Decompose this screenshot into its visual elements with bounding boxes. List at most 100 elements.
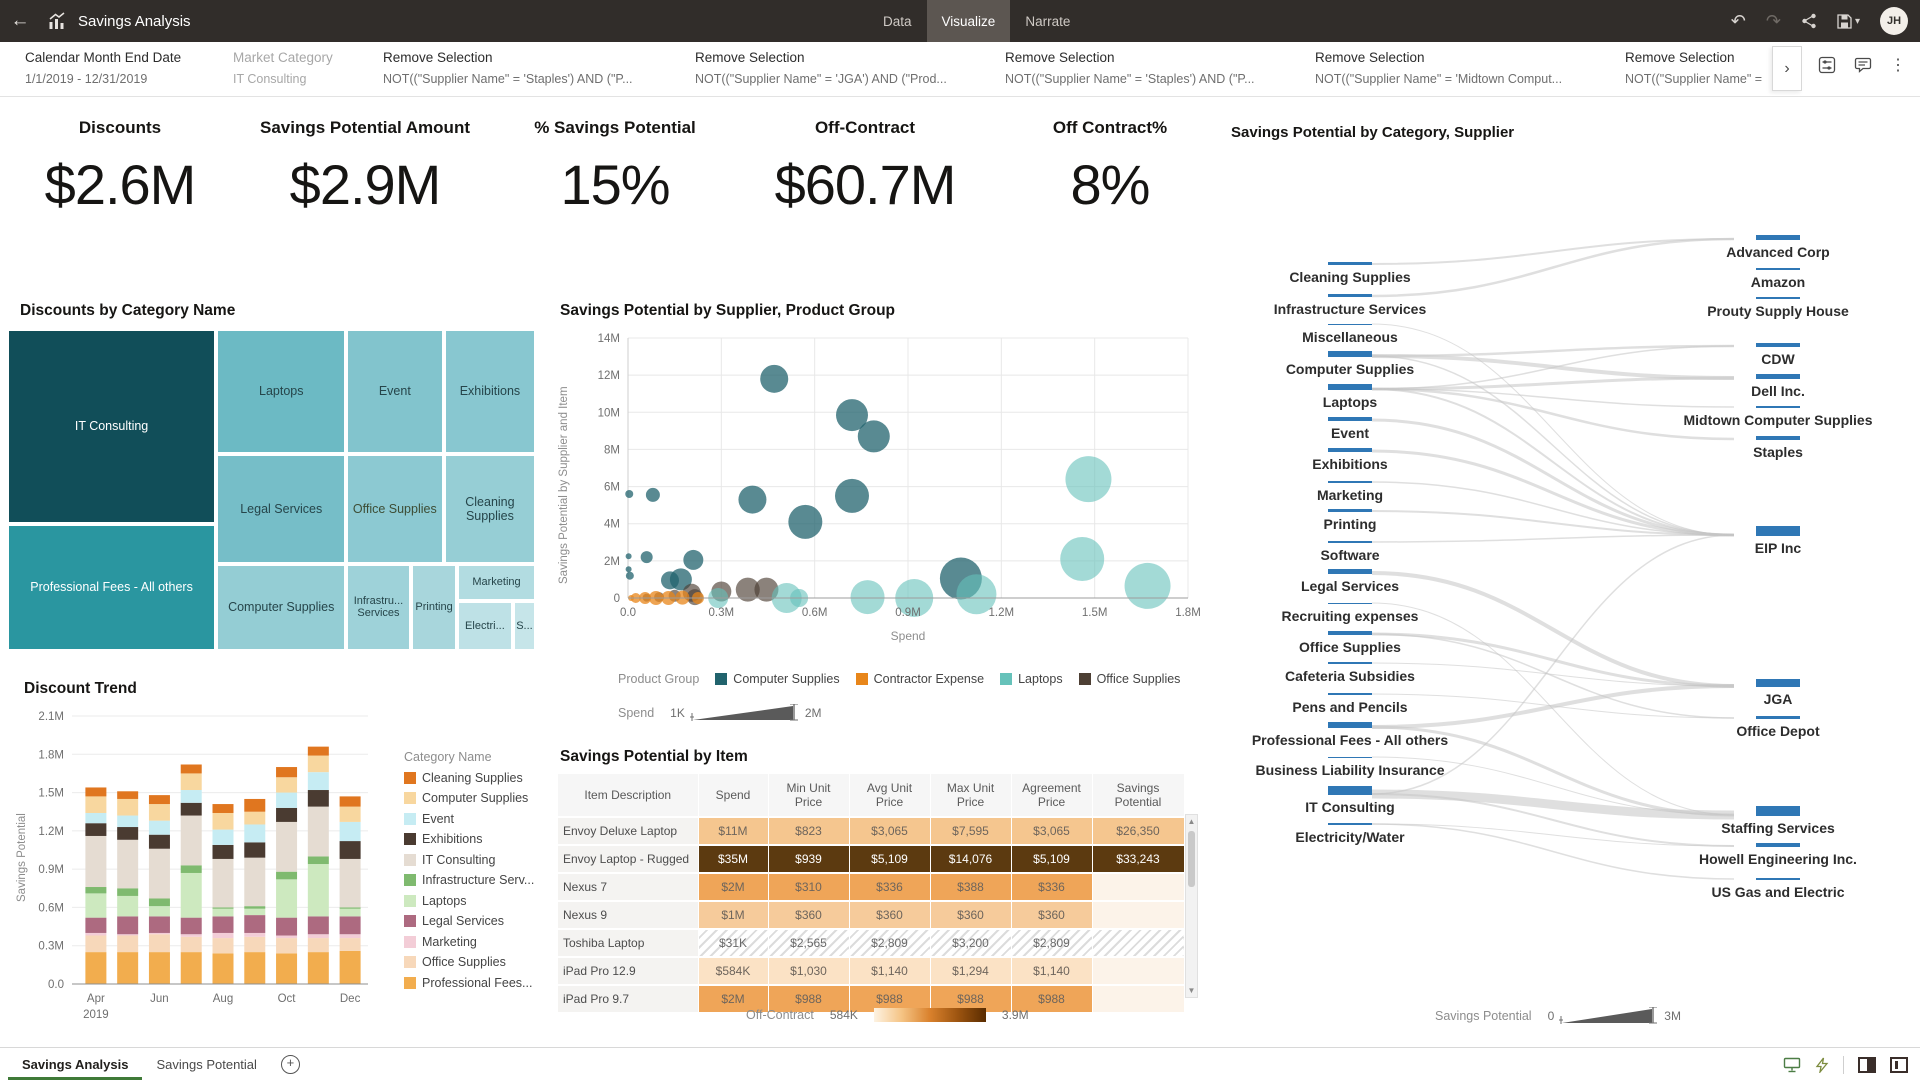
treemap-cell[interactable]: Office Supplies xyxy=(346,455,443,564)
bar-segment[interactable] xyxy=(307,864,329,917)
bar-segment[interactable] xyxy=(85,952,107,984)
bar-segment[interactable] xyxy=(276,938,298,954)
sankey-node-bar[interactable] xyxy=(1756,679,1800,687)
bar-segment[interactable] xyxy=(212,829,234,845)
sankey-node-label[interactable]: Electricity/Water xyxy=(1295,829,1405,845)
bar-segment[interactable] xyxy=(180,815,202,866)
sankey-node-label[interactable]: Professional Fees - All others xyxy=(1251,732,1449,748)
bar-segment[interactable] xyxy=(339,858,361,908)
bubble-point[interactable] xyxy=(1124,562,1171,609)
sankey-node-label[interactable]: Amazon xyxy=(1750,274,1806,290)
sankey-node-label[interactable]: Miscellaneous xyxy=(1302,329,1398,345)
sankey-link[interactable] xyxy=(1371,418,1735,537)
sankey-link[interactable] xyxy=(1371,387,1735,441)
sankey-link[interactable] xyxy=(1371,355,1735,536)
value-cell[interactable]: $11M xyxy=(698,817,769,846)
value-cell[interactable]: $360 xyxy=(1011,901,1093,930)
sankey-node-bar[interactable] xyxy=(1756,436,1800,440)
bar-segment[interactable] xyxy=(117,827,139,840)
bar-segment[interactable] xyxy=(85,812,107,824)
bubble-point[interactable] xyxy=(857,420,890,453)
bar-segment[interactable] xyxy=(276,879,298,918)
sankey-node-bar[interactable] xyxy=(1756,235,1800,240)
treemap-cell[interactable]: Exhibitions xyxy=(444,330,535,453)
treemap-cell[interactable]: Marketing xyxy=(458,564,535,600)
sankey-link[interactable] xyxy=(1371,376,1735,391)
bar-segment[interactable] xyxy=(276,821,298,872)
sankey-node-label[interactable]: Howell Engineering Inc. xyxy=(1699,851,1857,867)
bar-segment[interactable] xyxy=(307,746,329,756)
sankey-link[interactable] xyxy=(1371,237,1735,298)
sankey-node-bar[interactable] xyxy=(1328,541,1372,543)
bar-segment[interactable] xyxy=(244,908,266,916)
bar-segment[interactable] xyxy=(117,916,139,935)
bar-segment[interactable] xyxy=(307,934,329,939)
bubble-point[interactable] xyxy=(956,574,997,615)
sankey-node-label[interactable]: IT Consulting xyxy=(1305,799,1395,815)
auto-insights-icon[interactable] xyxy=(1815,1057,1829,1073)
value-cell[interactable]: $5,109 xyxy=(849,845,931,874)
bar-segment[interactable] xyxy=(276,792,298,808)
column-header[interactable]: Avg Unit Price xyxy=(849,774,931,818)
bar-segment[interactable] xyxy=(276,871,298,880)
item-description-cell[interactable]: Toshiba Laptop xyxy=(558,929,699,958)
sankey-node-label[interactable]: US Gas and Electric xyxy=(1711,884,1845,900)
sankey-node-label[interactable]: Computer Supplies xyxy=(1285,361,1415,377)
legend-item[interactable]: Office Supplies xyxy=(404,955,534,969)
bar-segment[interactable] xyxy=(180,865,202,873)
bar-segment[interactable] xyxy=(307,790,329,807)
bar-segment[interactable] xyxy=(180,917,202,935)
bar-segment[interactable] xyxy=(212,844,234,859)
bar-segment[interactable] xyxy=(180,790,202,803)
value-cell[interactable]: $360 xyxy=(930,901,1012,930)
sankey-node-bar[interactable] xyxy=(1756,526,1800,536)
sankey-node-label[interactable]: Event xyxy=(1330,425,1370,441)
sankey-node-bar[interactable] xyxy=(1328,631,1372,635)
legend-item[interactable]: Infrastructure Serv... xyxy=(404,873,534,887)
sankey-node-bar[interactable] xyxy=(1756,297,1800,299)
sankey-node-label[interactable]: Prouty Supply House xyxy=(1707,303,1849,319)
bubble-point[interactable] xyxy=(738,485,767,514)
value-cell[interactable]: $7,595 xyxy=(930,817,1012,846)
sankey-node-label[interactable]: Dell Inc. xyxy=(1751,383,1805,399)
value-cell[interactable]: $31K xyxy=(698,929,769,958)
bar-segment[interactable] xyxy=(85,787,107,797)
bar-segment[interactable] xyxy=(212,804,234,813)
bar-segment[interactable] xyxy=(212,916,234,933)
sankey-link[interactable] xyxy=(1371,633,1735,719)
bar-segment[interactable] xyxy=(212,932,234,939)
scrollbar-thumb[interactable] xyxy=(1188,831,1195,887)
filter-chip[interactable]: Remove Selection NOT(("Supplier Name" = '… xyxy=(1005,50,1305,86)
bar-segment[interactable] xyxy=(307,856,329,865)
sankey-node-label[interactable]: Infrastructure Services xyxy=(1273,301,1427,317)
sankey-node-bar[interactable] xyxy=(1756,268,1800,270)
bubble-point[interactable] xyxy=(669,568,692,591)
bar-segment[interactable] xyxy=(148,820,170,835)
bar-segment[interactable] xyxy=(148,906,170,917)
treemap-cell[interactable]: IT Consulting xyxy=(8,330,216,523)
sankey-node-bar[interactable] xyxy=(1328,603,1372,604)
sankey-link[interactable] xyxy=(1371,534,1735,543)
comments-icon[interactable] xyxy=(1854,56,1872,74)
sankey-link[interactable] xyxy=(1371,534,1735,795)
bar-segment[interactable] xyxy=(244,915,266,933)
sankey-node-bar[interactable] xyxy=(1328,693,1372,695)
canvas-settings-icon[interactable] xyxy=(1783,1057,1801,1073)
bar-segment[interactable] xyxy=(148,795,170,805)
legend-item[interactable]: Computer Supplies xyxy=(404,791,534,805)
value-cell[interactable]: $3,200 xyxy=(930,929,1012,958)
treemap-cell[interactable]: Event xyxy=(346,330,443,453)
share-icon[interactable] xyxy=(1801,13,1817,29)
canvas-tab[interactable]: Savings Analysis xyxy=(8,1048,142,1080)
value-cell[interactable] xyxy=(1092,929,1185,958)
value-cell[interactable]: $336 xyxy=(1011,873,1093,902)
sankey-link[interactable] xyxy=(1371,481,1735,536)
bar-segment[interactable] xyxy=(244,811,266,825)
sankey-node-bar[interactable] xyxy=(1328,722,1372,728)
value-cell[interactable]: $3,065 xyxy=(1011,817,1093,846)
sankey-link[interactable] xyxy=(1371,510,1735,536)
filter-bar-expand-button[interactable]: › xyxy=(1772,46,1802,91)
sankey-node-bar[interactable] xyxy=(1328,481,1372,483)
sankey-node-label[interactable]: CDW xyxy=(1761,351,1795,367)
bar-segment[interactable] xyxy=(117,791,139,799)
